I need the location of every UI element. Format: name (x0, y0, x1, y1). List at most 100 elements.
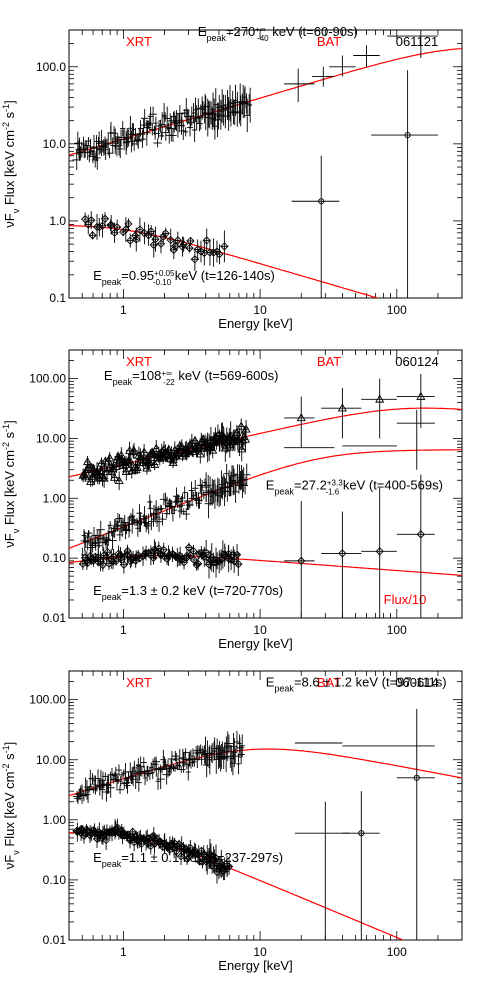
epeak-annotation: Epeak=270+∞ -40 keV (t=60-90s) (198, 24, 358, 43)
x-axis-label: Energy [keV] (218, 958, 292, 973)
data-point (196, 115, 203, 132)
bat-point (387, 30, 438, 58)
xrt-label: XRT (126, 354, 152, 369)
data-point (229, 733, 238, 760)
data-point (179, 748, 187, 767)
data-point (221, 94, 230, 123)
data-point (103, 136, 108, 155)
data-point (147, 494, 153, 510)
data-point (102, 552, 111, 562)
data-point (84, 530, 93, 537)
y-axis-label: νFν Flux [keV cm-2 s-1] (1, 420, 21, 547)
data-point (120, 121, 126, 137)
data-point (186, 236, 195, 246)
plot-frame (68, 29, 463, 299)
data-point (107, 521, 113, 530)
bat-marker (375, 394, 385, 403)
data-point (158, 131, 165, 141)
data-point (81, 529, 87, 542)
data-point (191, 756, 197, 767)
flux-scale-label: Flux/10 (384, 592, 427, 607)
data-point (210, 743, 215, 764)
data-point (116, 785, 124, 794)
data-point (109, 472, 119, 483)
data-point (191, 480, 199, 497)
model-curve-2 (69, 555, 462, 576)
y-tick-label: 100.0 (36, 60, 66, 74)
data-point (231, 748, 240, 765)
data-point (156, 234, 166, 254)
data-point (149, 551, 158, 565)
panel-060614: 1 10 100 0.01 0.10 1.00 10.00 100.00 Energy [keV… (1, 670, 463, 973)
data-point (182, 508, 190, 520)
data-point (124, 777, 131, 794)
data-point (92, 539, 99, 548)
bat-marker (416, 391, 426, 400)
bat-point (396, 373, 435, 428)
data-point (147, 500, 154, 517)
x-tick-label: 10 (253, 623, 267, 637)
bat-point (396, 474, 435, 618)
bat-point (371, 70, 438, 298)
data-point (180, 112, 184, 128)
data-point (108, 531, 117, 550)
bat-marker (338, 549, 347, 558)
data-point (184, 752, 194, 768)
xrt-label: XRT (126, 34, 152, 49)
data-point (214, 477, 221, 503)
data-point (106, 777, 115, 798)
data-point (224, 463, 229, 484)
bat-marker (296, 413, 306, 422)
data-point (102, 772, 109, 781)
xrt-series-diamond (72, 818, 234, 884)
data-point (139, 443, 149, 461)
data-point (153, 500, 160, 520)
data-point (142, 119, 151, 146)
data-point (158, 765, 166, 774)
data-point (171, 506, 177, 514)
data-point (195, 98, 201, 120)
data-point (187, 106, 196, 126)
grb-id-label: 060614 (395, 675, 438, 690)
data-point (95, 780, 104, 791)
xrt-series-plus (72, 730, 246, 804)
data-point (198, 753, 206, 766)
data-point (198, 744, 203, 755)
data-point (141, 766, 148, 777)
data-point (211, 844, 221, 872)
bat-point (312, 66, 335, 87)
bat-point (361, 378, 397, 439)
data-point (216, 745, 225, 772)
data-point (214, 745, 219, 774)
data-point (167, 113, 174, 129)
bat-point (284, 501, 315, 618)
data-point (248, 87, 253, 123)
data-point (213, 88, 218, 122)
model-curve-0 (69, 407, 462, 478)
data-point (201, 489, 207, 500)
data-point (134, 133, 143, 149)
grb-id-label: 060124 (395, 354, 438, 369)
data-point (182, 549, 192, 563)
data-point (78, 784, 86, 804)
x-tick-label: 1 (120, 945, 127, 959)
y-tick-label: 10.00 (36, 753, 66, 767)
data-point (90, 134, 98, 160)
y-tick-label: 100.00 (29, 372, 66, 386)
data-point (193, 557, 203, 571)
y-tick-label: 0.1 (49, 291, 66, 305)
data-point (132, 227, 141, 252)
data-point (151, 756, 159, 772)
data-point (140, 118, 147, 132)
y-axis-label: νFν Flux [keV cm-2 s-1] (1, 100, 21, 227)
data-point (106, 775, 111, 794)
bat-marker (404, 132, 411, 139)
data-point (215, 484, 220, 506)
data-point (172, 845, 181, 857)
x-axis-label: Energy [keV] (218, 316, 292, 331)
data-point (241, 419, 251, 439)
data-point (85, 530, 93, 544)
data-point (153, 138, 162, 148)
data-point (100, 138, 108, 156)
data-point (173, 231, 182, 250)
